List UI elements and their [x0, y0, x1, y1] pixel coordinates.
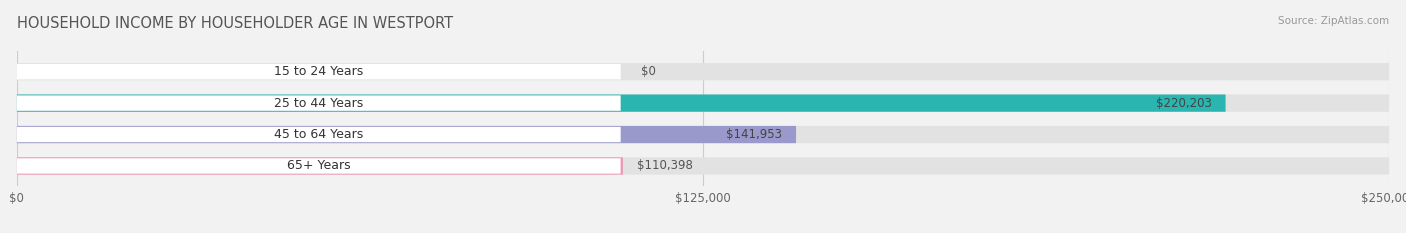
FancyBboxPatch shape — [17, 126, 1389, 143]
Text: $220,203: $220,203 — [1156, 97, 1212, 110]
FancyBboxPatch shape — [17, 157, 1389, 175]
Text: $110,398: $110,398 — [637, 159, 692, 172]
FancyBboxPatch shape — [17, 64, 620, 79]
Text: 65+ Years: 65+ Years — [287, 159, 350, 172]
Text: Source: ZipAtlas.com: Source: ZipAtlas.com — [1278, 16, 1389, 26]
Text: 25 to 44 Years: 25 to 44 Years — [274, 97, 363, 110]
Text: 15 to 24 Years: 15 to 24 Years — [274, 65, 363, 78]
FancyBboxPatch shape — [17, 94, 1226, 112]
Text: 45 to 64 Years: 45 to 64 Years — [274, 128, 363, 141]
FancyBboxPatch shape — [17, 96, 620, 111]
Text: $141,953: $141,953 — [727, 128, 782, 141]
FancyBboxPatch shape — [17, 94, 1389, 112]
FancyBboxPatch shape — [17, 127, 620, 142]
FancyBboxPatch shape — [17, 157, 623, 175]
FancyBboxPatch shape — [17, 126, 796, 143]
Text: HOUSEHOLD INCOME BY HOUSEHOLDER AGE IN WESTPORT: HOUSEHOLD INCOME BY HOUSEHOLDER AGE IN W… — [17, 16, 453, 31]
Text: $0: $0 — [641, 65, 657, 78]
FancyBboxPatch shape — [17, 63, 1389, 80]
FancyBboxPatch shape — [17, 158, 620, 174]
